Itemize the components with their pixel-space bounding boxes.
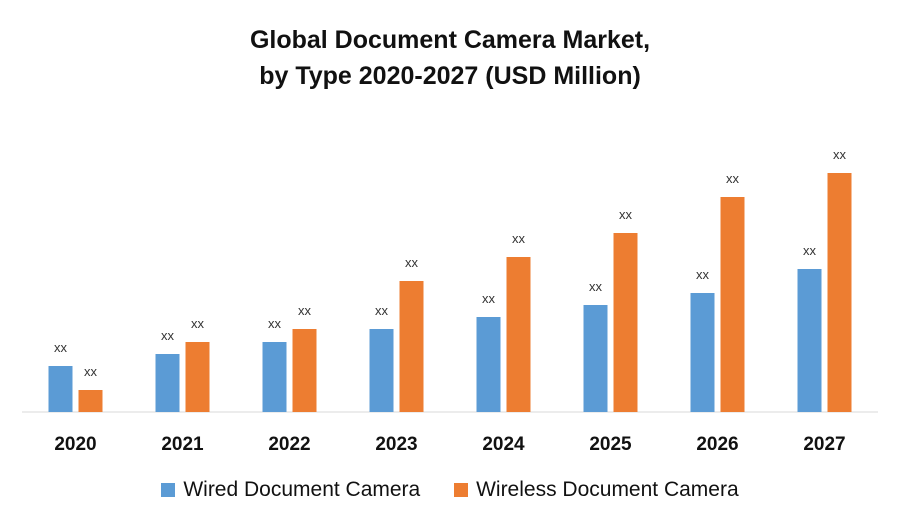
x-tick-label-2023: 2023: [375, 434, 417, 455]
data-label-wireless-2027: xx: [833, 147, 847, 162]
data-label-wired-2023: xx: [375, 303, 389, 318]
chart-title: Global Document Camera Market, by Type 2…: [0, 22, 900, 94]
data-label-wireless-2022: xx: [298, 303, 312, 318]
data-label-wireless-2020: xx: [84, 364, 98, 379]
data-label-wired-2027: xx: [803, 243, 817, 258]
legend: Wired Document Camera Wireless Document …: [0, 478, 900, 503]
bar-wireless-2026: [720, 197, 745, 412]
legend-item-wireless: Wireless Document Camera: [454, 478, 739, 502]
x-tick-label-2022: 2022: [268, 434, 310, 455]
data-label-wired-2020: xx: [54, 340, 68, 355]
x-tick-label-2026: 2026: [696, 434, 738, 455]
x-tick-label-2024: 2024: [482, 434, 525, 455]
bar-wired-2022: [262, 342, 287, 412]
chart-title-line-2: by Type 2020-2027 (USD Million): [259, 62, 641, 90]
data-label-wired-2022: xx: [268, 316, 282, 331]
bar-wired-2023: [369, 329, 394, 412]
bar-wireless-2024: [506, 257, 531, 412]
legend-item-wired: Wired Document Camera: [161, 478, 420, 502]
bar-wired-2026: [690, 293, 715, 412]
x-tick-label-2021: 2021: [161, 434, 204, 455]
bar-wireless-2027: [827, 173, 852, 412]
legend-label-wired: Wired Document Camera: [183, 478, 421, 501]
x-tick-label-2025: 2025: [589, 434, 632, 455]
bar-wireless-2025: [613, 233, 638, 412]
bar-wired-2020: [48, 366, 73, 412]
bar-wireless-2021: [185, 342, 210, 412]
data-label-wireless-2025: xx: [619, 207, 633, 222]
bar-wired-2021: [155, 354, 180, 412]
bar-wired-2024: [476, 317, 501, 412]
x-tick-label-2020: 2020: [54, 434, 96, 455]
chart-title-line-1: Global Document Camera Market,: [249, 26, 651, 54]
bar-wired-2027: [797, 269, 822, 412]
data-label-wired-2025: xx: [589, 279, 603, 294]
bar-wired-2025: [583, 305, 608, 412]
bar-wireless-2020: [78, 390, 103, 412]
bar-wireless-2023: [399, 281, 424, 412]
legend-swatch-wired: [161, 483, 176, 497]
data-label-wired-2026: xx: [696, 267, 710, 282]
data-label-wired-2024: xx: [482, 291, 496, 306]
data-label-wireless-2021: xx: [191, 316, 205, 331]
legend-swatch-wireless: [454, 483, 469, 497]
x-tick-label-2027: 2027: [803, 434, 845, 455]
bar-wireless-2022: [292, 329, 317, 412]
legend-label-wireless: Wireless Document Camera: [476, 478, 739, 501]
data-label-wireless-2024: xx: [512, 231, 526, 246]
data-label-wired-2021: xx: [161, 328, 175, 343]
data-label-wireless-2026: xx: [726, 171, 740, 186]
data-label-wireless-2023: xx: [405, 255, 419, 270]
